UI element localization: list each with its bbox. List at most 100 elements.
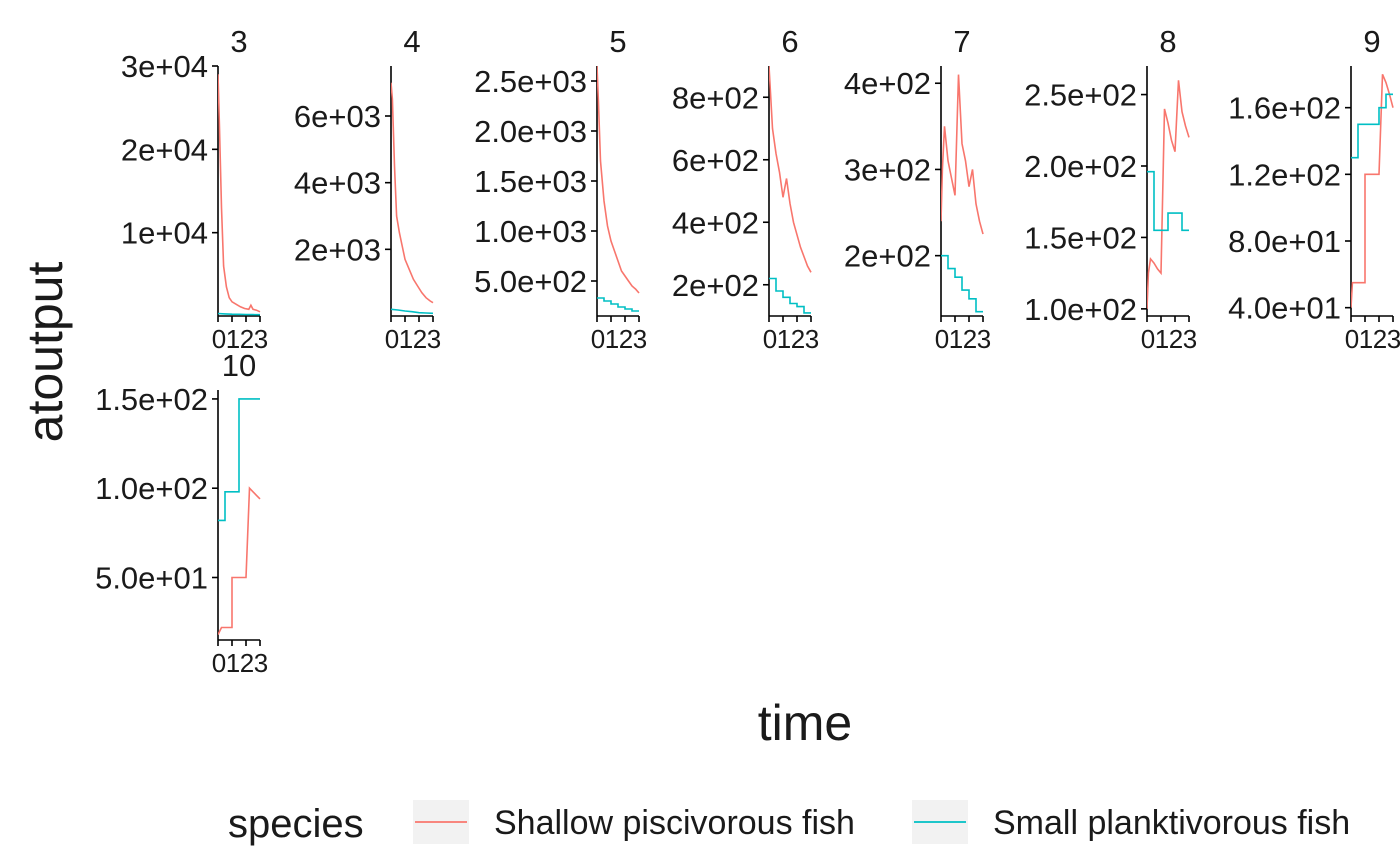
y-tick-label: 8.0e+01 xyxy=(1228,224,1341,259)
series-line-shallow-piscivorous xyxy=(391,82,434,304)
legend-label: Shallow piscivorous fish xyxy=(494,804,855,842)
x-tick-label: 3 xyxy=(1183,324,1197,354)
series-line-small-planktivorous xyxy=(218,312,261,316)
y-tick-label: 4.0e+01 xyxy=(1228,291,1341,326)
x-tick-label: 1 xyxy=(226,648,240,678)
series-line-shallow-piscivorous xyxy=(769,65,812,273)
y-tick-label: 2e+02 xyxy=(844,239,931,274)
y-tick-label: 4e+03 xyxy=(294,166,381,201)
y-tick-label: 5.0e+02 xyxy=(474,264,587,299)
y-tick-label: 4e+02 xyxy=(844,66,931,101)
y-tick-label: 1.0e+03 xyxy=(474,214,587,249)
series-line-shallow-piscivorous xyxy=(1351,73,1394,308)
facet-panel: 9 4.0e+01 8.0e+01 1.2e+02 1.6e+02 0 1 2 3 xyxy=(1228,24,1400,354)
x-tick-label: 2 xyxy=(240,648,254,678)
y-tick-label: 2e+04 xyxy=(121,132,208,167)
legend-title: species xyxy=(228,802,364,846)
x-tick-label: 0 xyxy=(1141,324,1155,354)
x-tick-label: 2 xyxy=(963,324,977,354)
x-tick-label: 1 xyxy=(1359,324,1373,354)
y-tick-label: 1e+04 xyxy=(121,216,208,251)
series-line-shallow-piscivorous xyxy=(218,74,261,313)
y-tick-label: 1.6e+02 xyxy=(1228,91,1341,126)
x-tick-label: 1 xyxy=(777,324,791,354)
series-line-shallow-piscivorous xyxy=(941,74,984,235)
x-tick-label: 3 xyxy=(427,324,441,354)
y-tick-label: 2.0e+03 xyxy=(474,114,587,149)
facet-panel: 10 5.0e+01 1.0e+02 1.5e+02 0 1 2 3 xyxy=(95,348,270,678)
facet-strip-label: 5 xyxy=(609,24,626,59)
x-tick-label: 0 xyxy=(1345,324,1359,354)
x-tick-label: 0 xyxy=(212,648,226,678)
facet-strip-label: 3 xyxy=(230,24,247,59)
series-line-small-planktivorous xyxy=(941,254,983,313)
x-tick-label: 2 xyxy=(240,324,254,354)
series-line-small-planktivorous xyxy=(769,277,811,314)
y-tick-label: 1.5e+02 xyxy=(1024,220,1137,255)
x-tick-label: 2 xyxy=(413,324,427,354)
y-axis-title: atoutput xyxy=(17,262,73,443)
y-tick-label: 6e+03 xyxy=(294,99,381,134)
x-tick-label: 0 xyxy=(385,324,399,354)
legend: species Shallow piscivorous fish Small p… xyxy=(228,800,1350,846)
y-tick-label: 4e+02 xyxy=(672,205,759,240)
facet-panel: 6 2e+02 4e+02 6e+02 8e+02 0 1 2 3 xyxy=(672,24,821,354)
y-tick-label: 6e+02 xyxy=(672,143,759,178)
series-line-small-planktivorous xyxy=(597,297,639,312)
series-line-shallow-piscivorous xyxy=(597,65,640,294)
x-tick-label: 0 xyxy=(591,324,605,354)
x-tick-label: 3 xyxy=(633,324,647,354)
facet-strip-label: 10 xyxy=(222,348,256,383)
x-tick-label: 3 xyxy=(254,648,268,678)
facet-panel: 4 2e+03 4e+03 6e+03 0 1 2 3 xyxy=(294,24,443,354)
x-axis-title: time xyxy=(758,695,852,751)
series-line-shallow-piscivorous xyxy=(218,486,261,635)
y-tick-label: 1.5e+03 xyxy=(474,164,587,199)
x-tick-label: 0 xyxy=(935,324,949,354)
y-tick-label: 2.5e+02 xyxy=(1024,78,1137,113)
y-tick-label: 2.0e+02 xyxy=(1024,149,1137,184)
y-tick-label: 5.0e+01 xyxy=(95,561,208,596)
facet-strip-label: 6 xyxy=(781,24,798,59)
legend-label: Small planktivorous fish xyxy=(993,804,1350,842)
x-tick-label: 0 xyxy=(212,324,226,354)
x-tick-label: 3 xyxy=(977,324,991,354)
series-line-small-planktivorous xyxy=(218,398,260,522)
x-tick-label: 0 xyxy=(763,324,777,354)
facet-panel: 7 2e+02 3e+02 4e+02 0 1 2 3 xyxy=(844,24,993,354)
y-tick-label: 2e+02 xyxy=(672,268,759,303)
y-tick-label: 3e+04 xyxy=(121,49,208,84)
x-tick-label: 3 xyxy=(254,324,268,354)
y-tick-label: 1.5e+02 xyxy=(95,382,208,417)
series-line-small-planktivorous xyxy=(391,308,434,315)
facet-strip-label: 7 xyxy=(953,24,970,59)
y-tick-label: 2e+03 xyxy=(294,232,381,267)
y-tick-label: 1.2e+02 xyxy=(1228,157,1341,192)
legend-entry-shallow-piscivorous: Shallow piscivorous fish xyxy=(413,800,855,844)
y-tick-label: 8e+02 xyxy=(672,80,759,115)
x-tick-label: 2 xyxy=(1169,324,1183,354)
series-line-shallow-piscivorous xyxy=(1147,80,1190,309)
x-tick-label: 1 xyxy=(1155,324,1169,354)
series-line-small-planktivorous xyxy=(1147,170,1189,232)
x-tick-label: 2 xyxy=(1373,324,1387,354)
x-tick-label: 3 xyxy=(1387,324,1400,354)
x-tick-label: 3 xyxy=(805,324,819,354)
facet-strip-label: 8 xyxy=(1159,24,1176,59)
legend-entry-small-planktivorous: Small planktivorous fish xyxy=(912,800,1350,844)
facet-strip-label: 4 xyxy=(403,24,420,59)
facet-strip-label: 9 xyxy=(1363,24,1380,59)
x-tick-label: 1 xyxy=(399,324,413,354)
y-tick-label: 3e+02 xyxy=(844,152,931,187)
series-line-small-planktivorous xyxy=(1351,93,1393,159)
x-tick-label: 2 xyxy=(619,324,633,354)
y-tick-label: 1.0e+02 xyxy=(95,471,208,506)
x-tick-label: 1 xyxy=(605,324,619,354)
x-tick-label: 1 xyxy=(949,324,963,354)
facet-panel: 8 1.0e+02 1.5e+02 2.0e+02 2.5e+02 0 1 2 3 xyxy=(1024,24,1199,354)
y-tick-label: 2.5e+03 xyxy=(474,64,587,99)
y-tick-label: 1.0e+02 xyxy=(1024,292,1137,327)
